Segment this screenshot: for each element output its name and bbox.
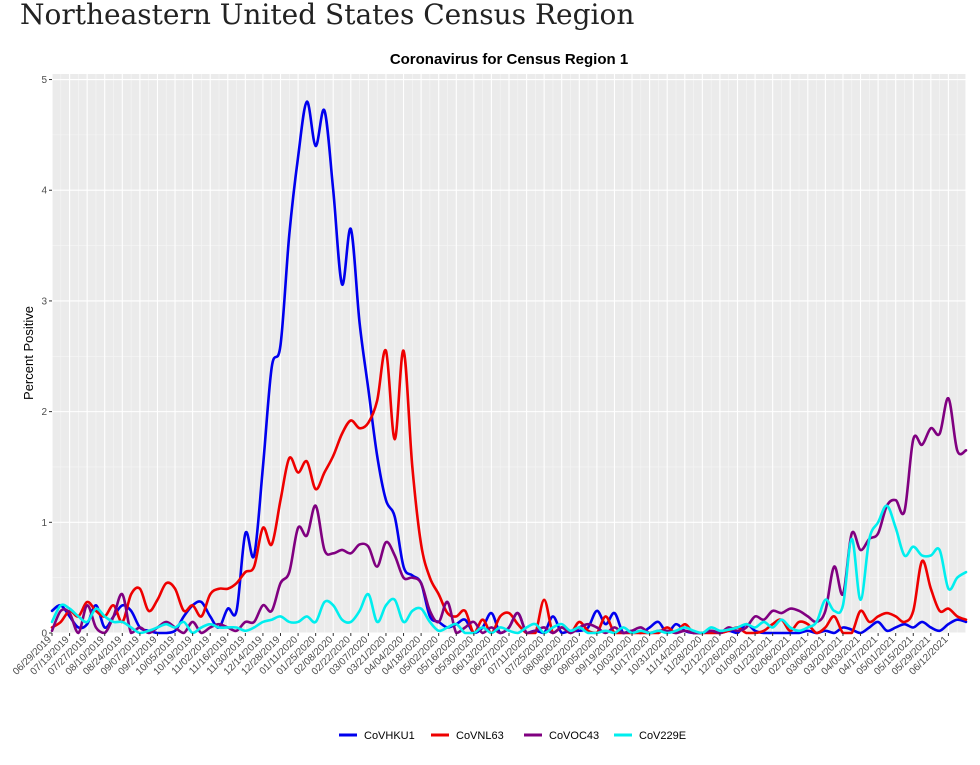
chart-title: Coronavirus for Census Region 1 (390, 51, 628, 68)
page-title: Northeastern United States Census Region (20, 0, 635, 31)
grid-lines (51, 74, 967, 634)
y-axis: 0 1 2 3 4 5 (41, 75, 52, 640)
legend-label-cov229e: CoV229E (639, 730, 686, 742)
series-line-cov229e (50, 504, 968, 635)
series-lines (50, 100, 968, 635)
x-axis: 06/29/201907/13/201907/27/201908/10/2019… (11, 633, 951, 678)
y-tick-label: 3 (41, 296, 47, 307)
chart-container: Coronavirus for Census Region 1 0 1 2 3 4 5 0… (0, 38, 980, 765)
series-line-covoc43 (50, 397, 968, 635)
legend-label-covoc43: CoVOC43 (549, 730, 599, 742)
y-tick-label: 2 (41, 407, 47, 418)
legend: CoVHKU1 CoVNL63 CoVOC43 CoV229E (339, 730, 686, 742)
legend-label-covhku1: CoVHKU1 (364, 730, 415, 742)
y-axis-title: Percent Positive (21, 306, 36, 400)
series-line-covnl63 (50, 349, 968, 635)
y-tick-label: 1 (41, 518, 47, 529)
legend-label-covnl63: CoVNL63 (456, 730, 504, 742)
y-tick-label: 5 (41, 75, 47, 86)
y-tick-label: 0 (41, 629, 47, 640)
y-tick-label: 4 (41, 186, 47, 197)
chart: Coronavirus for Census Region 1 0 1 2 3 4 5 0… (11, 51, 968, 742)
